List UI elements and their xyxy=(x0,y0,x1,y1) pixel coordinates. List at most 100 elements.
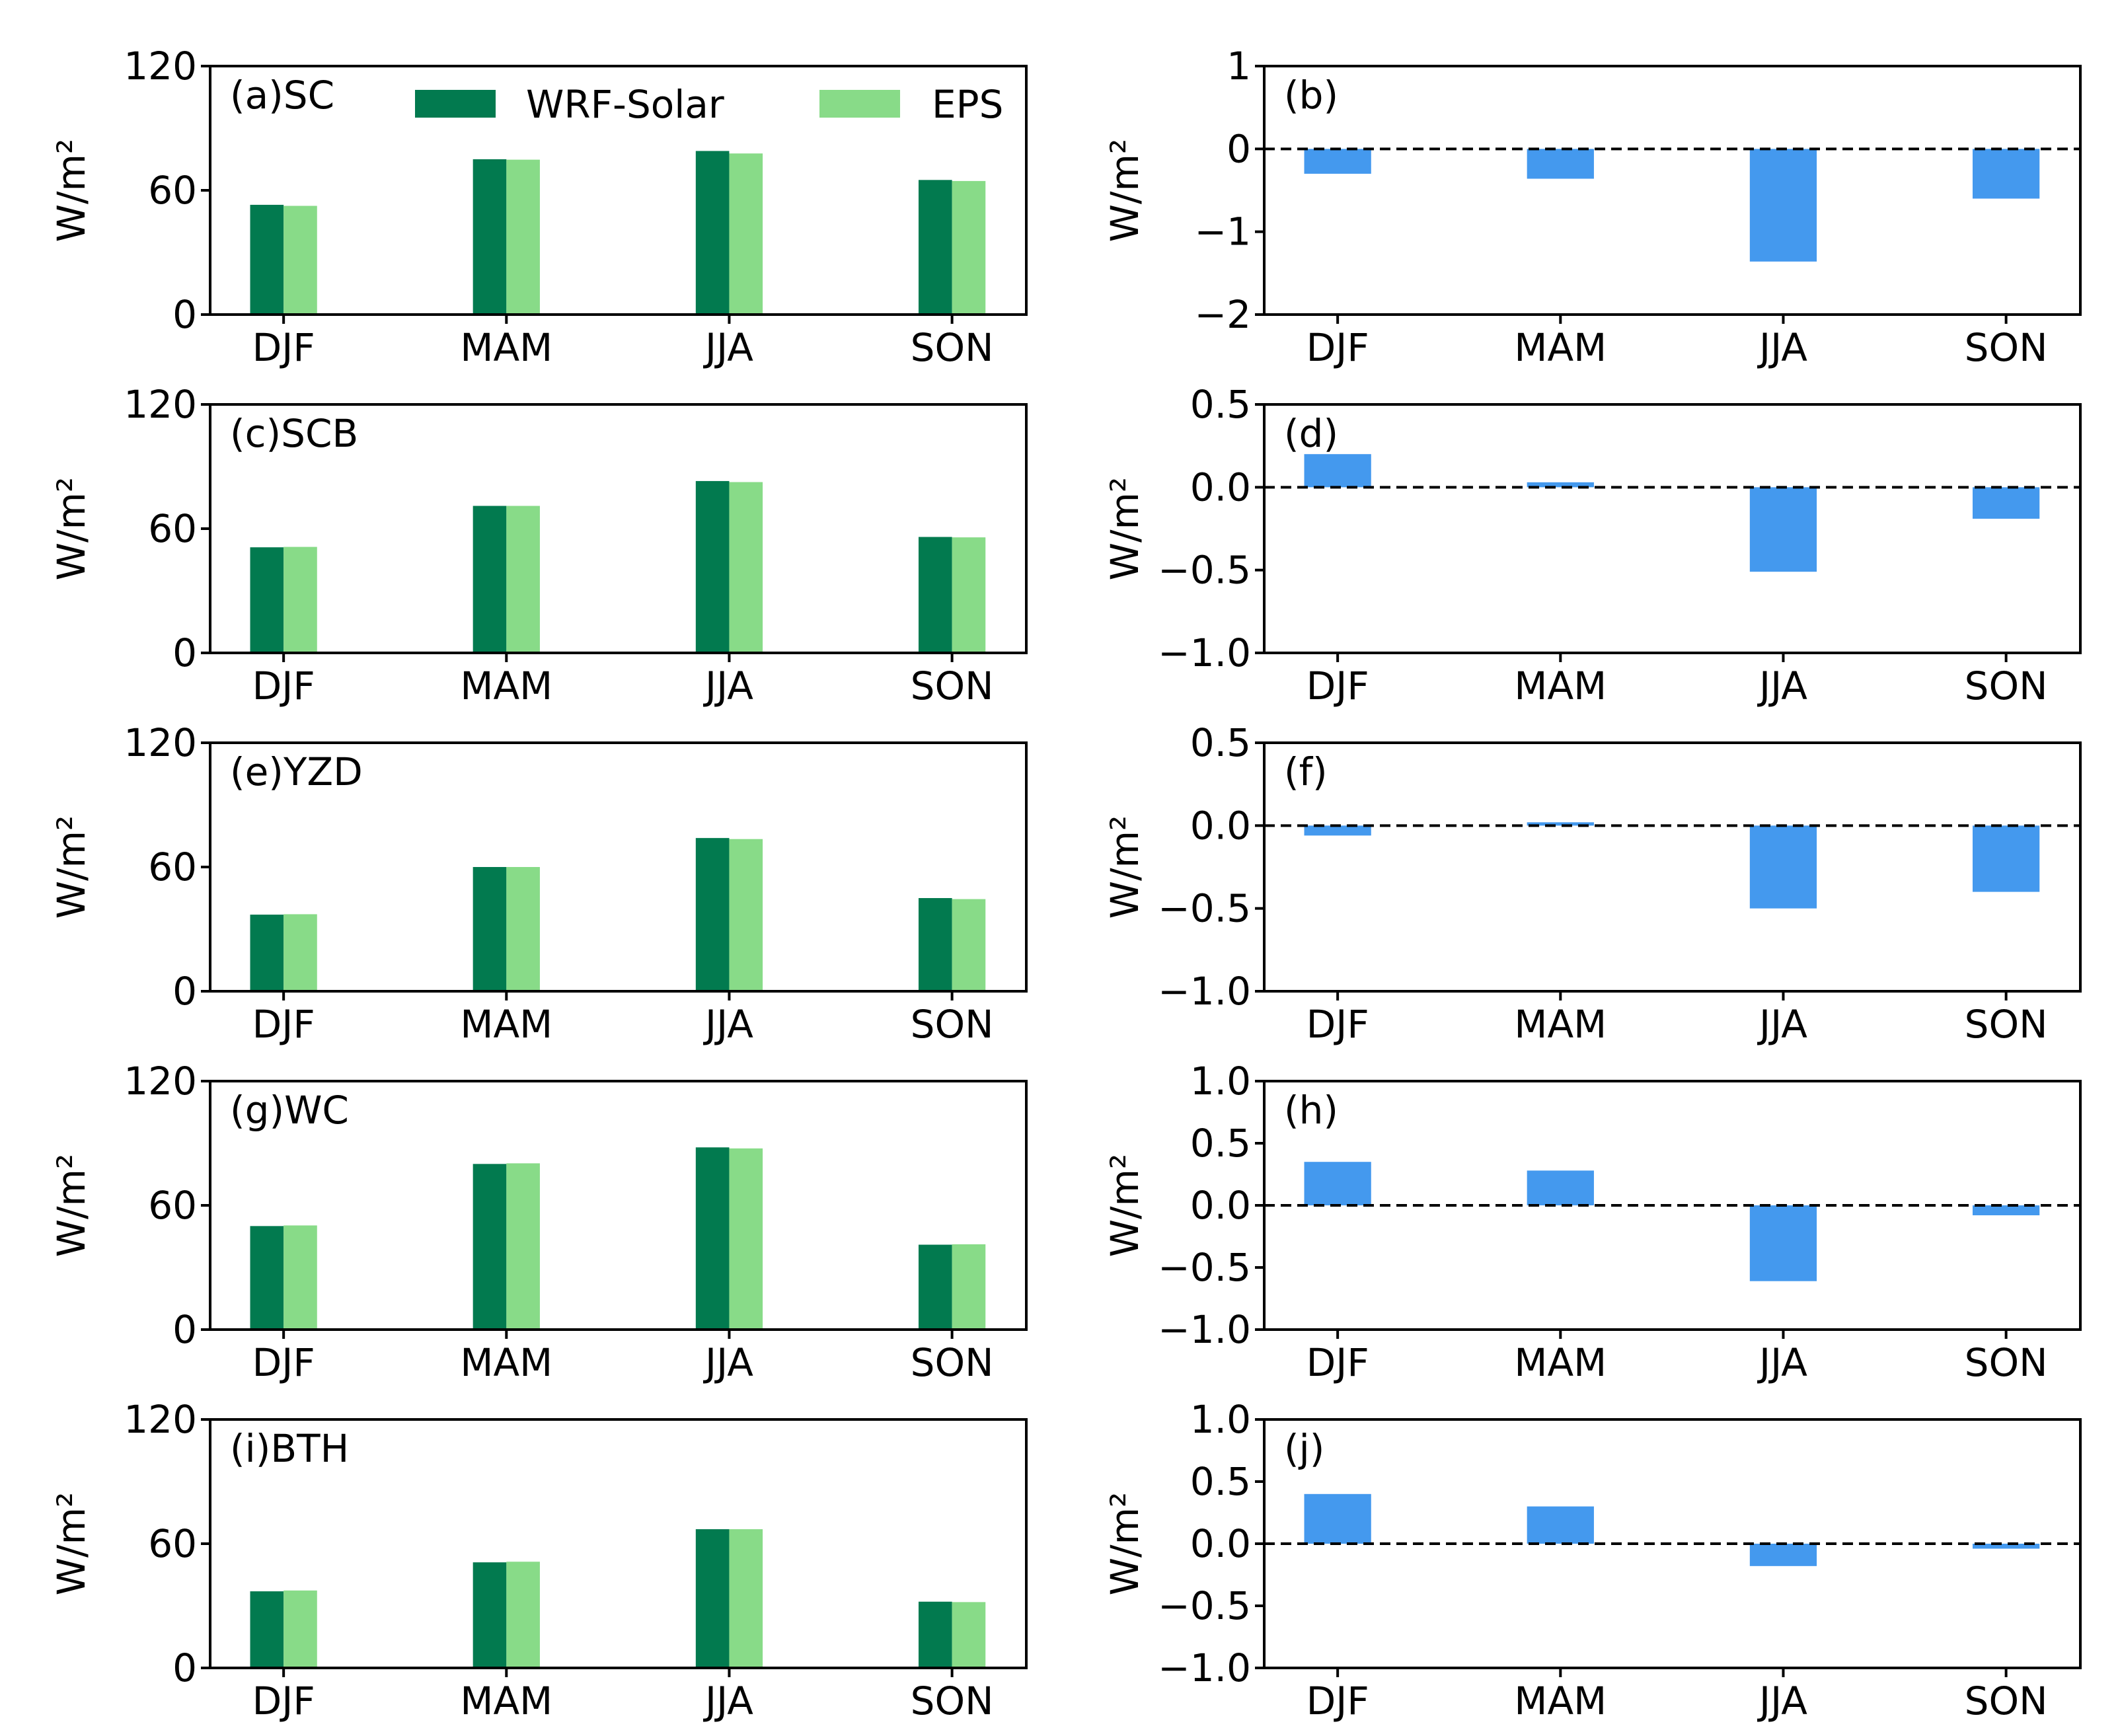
difference-bar-jja xyxy=(1749,1544,1817,1566)
x-tick-label: MAM xyxy=(460,1340,552,1385)
y-axis-label: W/m² xyxy=(49,815,94,919)
difference-bar-jja xyxy=(1749,149,1817,262)
y-tick-label: 1.0 xyxy=(1190,1059,1251,1104)
difference-bar-jja xyxy=(1749,825,1817,909)
panel-4: −1.0 −0.5 0.0 0.5 DJF MAM JJA SON W/m² (d) xyxy=(1102,382,2082,708)
y-tick-label: 1 xyxy=(1227,44,1251,89)
panel-label: (i)BTH xyxy=(230,1426,349,1471)
x-tick-label: DJF xyxy=(1306,1679,1369,1723)
eps-bar-son xyxy=(952,180,986,315)
x-tick-label: DJF xyxy=(252,325,315,370)
x-tick-label: JJA xyxy=(1757,663,1807,708)
wrf-solar-bar-son xyxy=(918,180,952,315)
eps-bar-mam xyxy=(506,159,540,315)
panel-label: (d) xyxy=(1284,411,1338,456)
wrf-solar-bar-jja xyxy=(695,1147,730,1330)
x-tick-label: SON xyxy=(1965,1679,2048,1723)
x-tick-label: MAM xyxy=(1514,1002,1607,1047)
eps-bar-djf xyxy=(284,547,317,653)
axes-frame xyxy=(1263,65,2082,316)
eps-bar-djf xyxy=(284,206,317,315)
y-tick-label: 0.5 xyxy=(1190,720,1251,765)
y-tick-label: −1.0 xyxy=(1158,1307,1251,1352)
y-tick-label: −1.0 xyxy=(1158,969,1251,1014)
x-tick-label: JJA xyxy=(1757,325,1807,370)
difference-bar-mam xyxy=(1527,1170,1594,1205)
panel-5: 0 60 120 DJF MAM JJA SON W/m² (e)YZD xyxy=(49,720,1028,1047)
eps-bar-mam xyxy=(506,867,540,991)
y-axis-label: W/m² xyxy=(1102,477,1147,581)
x-tick-label: SON xyxy=(1965,1002,2048,1047)
wrf-solar-bar-son xyxy=(918,898,952,991)
difference-bar-djf xyxy=(1304,454,1371,488)
y-tick-label: 0.0 xyxy=(1190,465,1251,509)
eps-bar-mam xyxy=(506,1163,540,1330)
panel-label: (j) xyxy=(1284,1426,1324,1471)
x-tick-label: DJF xyxy=(252,1340,315,1385)
x-tick-label: DJF xyxy=(1306,1002,1369,1047)
x-tick-label: SON xyxy=(911,1679,994,1723)
wrf-solar-bar-djf xyxy=(250,204,284,315)
y-tick-label: 0.0 xyxy=(1190,803,1251,848)
y-axis-label: W/m² xyxy=(1102,1154,1147,1258)
x-tick-label: MAM xyxy=(1514,325,1607,370)
difference-bar-son xyxy=(1972,825,2040,892)
x-tick-label: MAM xyxy=(460,1679,552,1723)
panel-1: 0 60 120 DJF MAM JJA SON W/m² (a)SC xyxy=(49,44,1028,370)
panel-label: (e)YZD xyxy=(230,749,363,794)
legend-swatch-1 xyxy=(415,90,496,118)
y-tick-label: 0 xyxy=(172,292,197,337)
y-tick-label: 0.5 xyxy=(1190,1459,1251,1504)
eps-bar-son xyxy=(952,1602,986,1668)
eps-bar-jja xyxy=(729,1148,763,1330)
eps-bar-son xyxy=(952,899,986,991)
x-tick-label: SON xyxy=(911,1002,994,1047)
eps-bar-mam xyxy=(506,1562,540,1668)
difference-bar-son xyxy=(1972,1205,2040,1216)
eps-bar-son xyxy=(952,537,986,653)
x-tick-label: SON xyxy=(1965,663,2048,708)
y-tick-label: 60 xyxy=(148,168,197,213)
eps-bar-mam xyxy=(506,506,540,653)
panel-label: (c)SCB xyxy=(230,411,358,456)
y-axis-label: W/m² xyxy=(49,1154,94,1258)
panel-3: 0 60 120 DJF MAM JJA SON W/m² (c)SCB xyxy=(49,382,1028,708)
difference-bar-djf xyxy=(1304,1493,1371,1544)
y-tick-label: 60 xyxy=(148,506,197,551)
y-axis-label: W/m² xyxy=(49,477,94,581)
panel-8: −1.0 −0.5 0.0 0.5 1.0 DJF MAM JJA SON W/m² (h) xyxy=(1102,1059,2082,1385)
panel-label: (h) xyxy=(1284,1088,1338,1133)
x-tick-label: SON xyxy=(1965,325,2048,370)
wrf-solar-bar-djf xyxy=(250,1226,284,1330)
x-tick-label: MAM xyxy=(1514,663,1607,708)
x-tick-label: DJF xyxy=(1306,663,1369,708)
y-axis-label: W/m² xyxy=(1102,815,1147,919)
eps-bar-jja xyxy=(729,153,763,315)
wrf-solar-bar-mam xyxy=(473,1164,507,1330)
panel-10: −1.0 −0.5 0.0 0.5 1.0 DJF MAM JJA SON W/m² (j) xyxy=(1102,1397,2082,1723)
y-tick-label: 0.0 xyxy=(1190,1183,1251,1228)
x-tick-label: MAM xyxy=(460,1002,552,1047)
x-tick-label: JJA xyxy=(703,1002,753,1047)
legend-label-2: EPS xyxy=(932,82,1003,127)
wrf-solar-bar-djf xyxy=(250,1591,284,1668)
difference-bar-mam xyxy=(1527,482,1594,488)
y-tick-label: −1.0 xyxy=(1158,1645,1251,1690)
difference-bar-mam xyxy=(1527,822,1594,826)
wrf-solar-bar-jja xyxy=(695,838,730,991)
eps-bar-son xyxy=(952,1244,986,1330)
y-tick-label: 60 xyxy=(148,845,197,889)
y-tick-label: 1.0 xyxy=(1190,1397,1251,1442)
difference-bar-jja xyxy=(1749,487,1817,572)
y-tick-label: −0.5 xyxy=(1158,1583,1251,1628)
wrf-solar-bar-mam xyxy=(473,1562,507,1668)
wrf-solar-bar-mam xyxy=(473,506,507,653)
y-tick-label: −2 xyxy=(1195,292,1252,337)
wrf-solar-bar-jja xyxy=(695,1529,730,1668)
difference-bar-son xyxy=(1972,1544,2040,1549)
x-tick-label: JJA xyxy=(1757,1679,1807,1723)
x-tick-label: JJA xyxy=(703,1679,753,1723)
difference-bar-mam xyxy=(1527,1506,1594,1544)
y-tick-label: 0.5 xyxy=(1190,382,1251,427)
